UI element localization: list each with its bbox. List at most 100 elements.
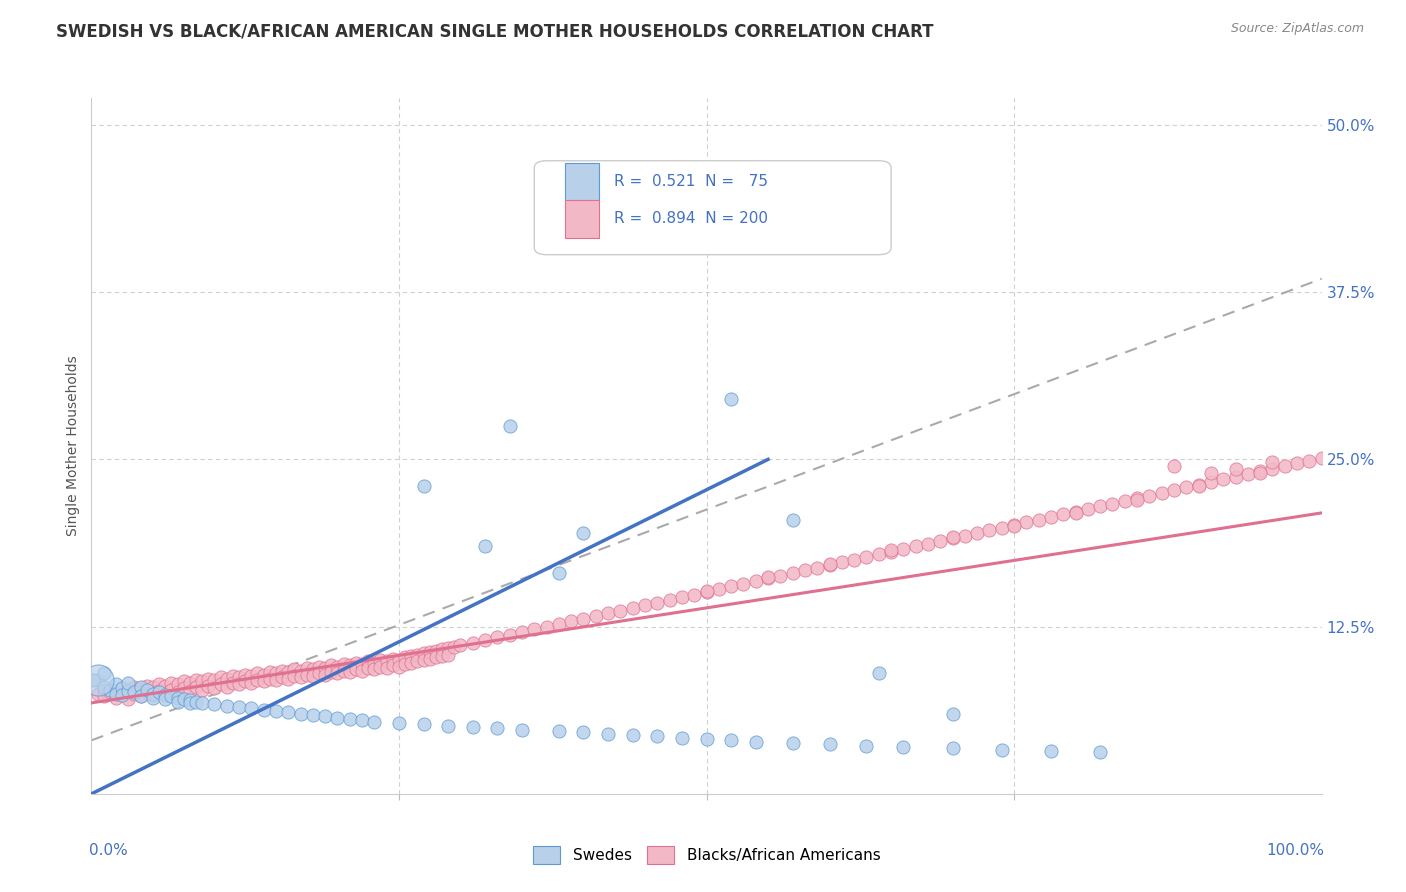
Point [111, 681, 134, 696]
Point [1077, 501, 1099, 516]
Point [1088, 500, 1111, 514]
Point [277, 665, 299, 680]
Point [818, 557, 841, 571]
Point [135, 685, 157, 699]
Point [259, 672, 281, 686]
Point [253, 667, 276, 681]
Point [1163, 459, 1185, 474]
Point [1052, 507, 1074, 521]
Point [86, 673, 108, 687]
Point [388, 653, 411, 667]
Point [160, 689, 183, 703]
Point [314, 709, 336, 723]
Point [756, 570, 779, 584]
Point [166, 677, 188, 691]
Point [179, 676, 201, 690]
Point [301, 708, 323, 723]
Point [1163, 483, 1185, 498]
Point [855, 739, 877, 753]
Point [197, 672, 219, 686]
Point [166, 685, 188, 699]
Point [357, 655, 380, 669]
Point [271, 664, 294, 678]
Point [1199, 466, 1222, 480]
Point [443, 640, 465, 654]
Point [868, 548, 890, 562]
Text: R =  0.521  N =   75: R = 0.521 N = 75 [614, 174, 768, 189]
Point [111, 688, 134, 702]
Point [117, 692, 139, 706]
Point [215, 680, 238, 694]
Point [166, 690, 188, 705]
Point [941, 741, 963, 756]
Point [264, 704, 287, 718]
Point [671, 731, 693, 745]
Point [215, 698, 238, 713]
Point [98, 685, 121, 699]
Point [352, 664, 374, 678]
Point [572, 725, 595, 739]
Point [671, 591, 693, 605]
FancyBboxPatch shape [565, 163, 599, 202]
FancyBboxPatch shape [565, 200, 599, 238]
Point [585, 609, 607, 624]
Point [129, 689, 152, 703]
Point [357, 661, 380, 675]
Point [148, 685, 170, 699]
Point [308, 666, 330, 681]
Point [111, 681, 134, 696]
Point [197, 678, 219, 692]
Point [695, 585, 717, 599]
Text: 0.0%: 0.0% [89, 843, 128, 857]
Point [953, 528, 976, 542]
FancyBboxPatch shape [534, 161, 891, 255]
Point [160, 682, 183, 697]
Point [855, 549, 877, 565]
Point [129, 689, 152, 703]
Point [1249, 466, 1271, 480]
Point [191, 682, 214, 697]
Point [153, 687, 177, 701]
Point [1064, 506, 1087, 520]
Point [388, 715, 411, 730]
Point [461, 635, 484, 649]
Point [184, 673, 207, 687]
Point [720, 580, 742, 594]
Point [547, 566, 569, 581]
Point [233, 674, 256, 689]
Point [1261, 455, 1284, 469]
Point [406, 648, 429, 662]
Point [498, 628, 520, 642]
Point [806, 561, 828, 575]
Point [868, 666, 890, 681]
Point [621, 728, 644, 742]
Point [105, 690, 127, 705]
Point [264, 666, 287, 681]
Point [339, 658, 361, 673]
Point [425, 650, 447, 665]
Point [1126, 491, 1149, 505]
Legend: Swedes, Blacks/African Americans: Swedes, Blacks/African Americans [527, 840, 886, 870]
Point [142, 687, 165, 701]
Point [105, 683, 127, 698]
Point [720, 392, 742, 407]
Point [173, 692, 195, 706]
Point [148, 677, 170, 691]
Point [184, 680, 207, 694]
Point [596, 726, 619, 740]
Point [941, 532, 963, 546]
Point [1237, 467, 1260, 482]
Point [290, 706, 312, 721]
Point [596, 607, 619, 621]
Point [658, 592, 681, 607]
Point [1310, 451, 1333, 466]
Point [1187, 478, 1209, 492]
Point [1225, 470, 1247, 484]
Point [277, 672, 299, 686]
Point [609, 603, 631, 617]
Point [510, 624, 533, 639]
Point [246, 666, 269, 681]
Point [363, 714, 385, 729]
Point [142, 688, 165, 702]
Point [1212, 473, 1234, 487]
